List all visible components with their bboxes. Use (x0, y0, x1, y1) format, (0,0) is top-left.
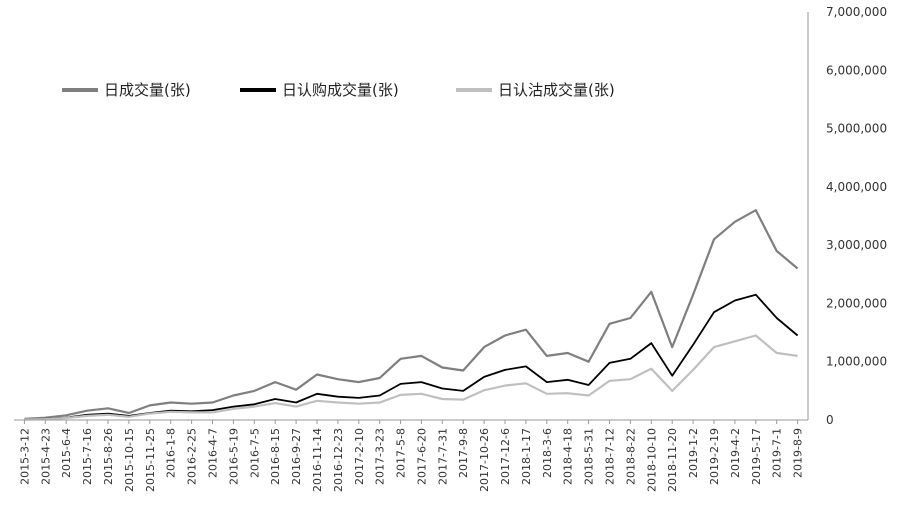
x-tick-label: 2016-2-25 (186, 428, 199, 485)
y-tick-label: 4,000,000 (826, 180, 887, 194)
x-tick-label: 2019-5-17 (750, 428, 763, 485)
y-tick-label: 7,000,000 (826, 5, 887, 19)
x-tick-label: 2017-7-31 (436, 428, 449, 485)
x-tick-label: 2016-11-14 (311, 428, 324, 492)
x-tick-label: 2018-3-6 (541, 428, 554, 478)
y-tick-label: 3,000,000 (826, 238, 887, 252)
x-tick-label: 2015-4-23 (39, 428, 52, 485)
x-tick-label: 2016-9-27 (290, 428, 303, 485)
legend-label: 日认沽成交量(张) (498, 81, 615, 99)
x-tick-label: 2018-7-12 (604, 428, 617, 485)
series-layer (24, 209, 799, 421)
series-line-1 (24, 209, 799, 420)
x-tick-label: 2018-4-18 (562, 428, 575, 485)
x-tick-label: 2018-5-31 (583, 428, 596, 485)
x-tick-label: 2018-11-20 (666, 428, 679, 492)
x-tick-label: 2017-3-23 (374, 428, 387, 485)
x-tick-label: 2017-10-26 (478, 428, 491, 492)
x-tick-label: 2015-6-4 (60, 428, 73, 478)
x-tick-label: 2016-1-8 (165, 428, 178, 478)
x-tick-label: 2018-10-10 (645, 428, 658, 492)
x-tick-label: 2016-7-5 (248, 428, 261, 478)
x-tick-label: 2018-1-17 (520, 428, 533, 485)
x-tick-label: 2019-8-9 (792, 428, 805, 478)
x-tick-label: 2015-10-15 (123, 428, 136, 492)
x-tick-label: 2018-8-22 (624, 428, 637, 485)
legend: 日成交量(张) 日认购成交量(张) 日认沽成交量(张) (62, 81, 615, 99)
x-tick-label: 2017-5-8 (395, 428, 408, 478)
x-tick-label: 2015-8-26 (102, 428, 115, 485)
y-tick-label: 0 (826, 413, 834, 427)
x-tick-label: 2016-4-7 (207, 428, 220, 478)
x-tick-label: 2015-3-12 (18, 428, 31, 485)
x-tick-label: 2019-2-19 (708, 428, 721, 485)
y-tick-label: 1,000,000 (826, 355, 887, 369)
x-tick-label: 2017-9-8 (457, 428, 470, 478)
x-tick-label: 2015-11-25 (144, 428, 157, 492)
x-tick-label: 2019-4-2 (729, 428, 742, 478)
x-tick-label: 2015-7-16 (81, 428, 94, 485)
x-tick-label: 2017-6-20 (415, 428, 428, 485)
x-tick-labels: 2015-3-12 2015-4-23 2015-6-4 2015-7-16 2015-… (18, 420, 805, 492)
legend-label: 日成交量(张) (104, 81, 191, 99)
y-tick-label: 6,000,000 (826, 63, 887, 77)
x-tick-label: 2016-12-23 (332, 428, 345, 492)
x-tick-label: 2016-8-15 (269, 428, 282, 485)
y-tick-labels: 0 1,000,000 2,000,000 3,000,000 4,000,000 5,0… (826, 5, 887, 427)
x-tick-label: 2019-7-1 (771, 428, 784, 478)
x-tick-label: 2019-1-2 (687, 428, 700, 478)
y-tick-label: 5,000,000 (826, 122, 887, 136)
x-tick-label: 2017-12-6 (499, 428, 512, 485)
x-tick-label: 2016-5-19 (227, 428, 240, 485)
y-tick-label: 2,000,000 (826, 296, 887, 310)
x-tick-label: 2017-2-10 (353, 428, 366, 485)
legend-label: 日认购成交量(张) (282, 81, 399, 99)
series-line-3 (24, 334, 798, 421)
